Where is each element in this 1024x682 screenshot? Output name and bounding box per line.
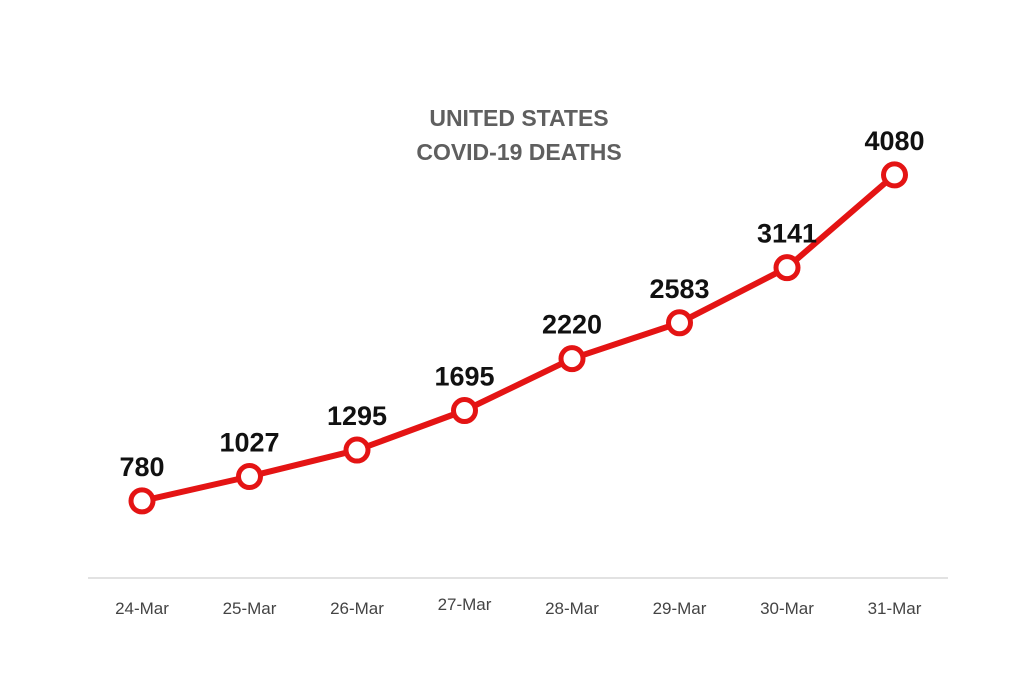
data-point-28-Mar: [558, 345, 586, 373]
chart-title-line-1: UNITED STATES: [429, 105, 608, 131]
data-labels-layer: 780 1027 1295 1695 2220 2583 3141 4080: [119, 126, 924, 482]
points-layer: [128, 161, 908, 515]
x-tick-label-26-Mar: 26-Mar: [330, 599, 384, 618]
data-label-30-Mar: 3141: [757, 219, 817, 249]
data-point-27-Mar: [451, 397, 478, 425]
x-tick-label-24-Mar: 24-Mar: [115, 599, 169, 618]
data-label-29-Mar: 2583: [649, 274, 709, 304]
chart-title-line-2: COVID-19 DEATHS: [416, 139, 621, 165]
series-layer: [139, 171, 898, 504]
data-label-25-Mar: 1027: [219, 428, 279, 458]
x-tick-label-31-Mar: 31-Mar: [868, 599, 922, 618]
data-point-29-Mar: [666, 309, 693, 337]
data-label-24-Mar: 780: [119, 452, 164, 482]
x-tick-label-25-Mar: 25-Mar: [223, 599, 277, 618]
x-tick-label-29-Mar: 29-Mar: [653, 599, 707, 618]
data-label-27-Mar: 1695: [434, 362, 494, 392]
x-tick-label-27-Mar: 27-Mar: [438, 595, 492, 614]
data-point-30-Mar: [773, 254, 801, 282]
data-point-25-Mar: [236, 463, 263, 491]
x-tick-label-28-Mar: 28-Mar: [545, 599, 599, 618]
data-label-26-Mar: 1295: [327, 401, 387, 431]
x-tick-labels-layer: 24-Mar 25-Mar 26-Mar 27-Mar 28-Mar 29-Mar 30-M…: [115, 595, 922, 618]
data-point-24-Mar: [128, 487, 156, 515]
data-point-31-Mar: [881, 161, 908, 189]
data-point-26-Mar: [343, 436, 371, 464]
data-label-31-Mar: 4080: [864, 126, 924, 156]
x-tick-label-30-Mar: 30-Mar: [760, 599, 814, 618]
series-line: [139, 171, 898, 504]
data-label-28-Mar: 2220: [542, 310, 602, 340]
